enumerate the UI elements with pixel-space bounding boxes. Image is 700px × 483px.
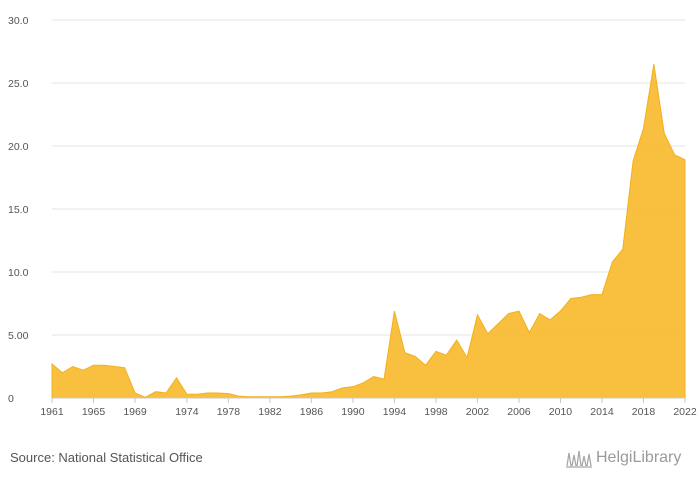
data-point[interactable] [497,322,500,325]
data-point[interactable] [185,393,188,396]
data-point[interactable] [600,293,603,296]
y-tick-label: 25.0 [8,78,29,90]
area-layer [51,63,687,399]
data-point[interactable] [663,132,666,135]
data-point[interactable] [331,390,334,393]
data-point[interactable] [642,127,645,130]
data-point[interactable] [289,395,292,398]
data-point[interactable] [466,356,469,359]
data-point[interactable] [538,312,541,315]
data-point[interactable] [134,391,137,394]
x-tick-label: 1998 [424,406,448,418]
data-point[interactable] [424,364,427,367]
axis-layer: 0 5.00 10.0 15.0 20.0 25.0 30.0 1961 1965 1969 197… [8,15,697,418]
x-tick-label: 2006 [507,406,531,418]
data-point[interactable] [300,393,303,396]
data-point[interactable] [486,332,489,335]
data-point[interactable] [455,339,458,342]
y-tick-label: 5.00 [8,330,29,342]
data-point[interactable] [154,390,157,393]
data-point[interactable] [206,391,209,394]
source-note: Source: National Statistical Office [10,450,203,465]
x-tick-label: 2014 [590,406,614,418]
data-point[interactable] [507,312,510,315]
data-point[interactable] [351,385,354,388]
data-point[interactable] [652,63,655,66]
data-point[interactable] [528,331,531,334]
data-point[interactable] [217,391,220,394]
y-tick-label: 30.0 [8,15,29,27]
data-point[interactable] [196,393,199,396]
series-area [51,64,686,399]
data-point[interactable] [372,375,375,378]
library-icon [566,450,592,468]
data-point[interactable] [434,350,437,353]
x-tick-label: 1982 [258,406,282,418]
x-tick-label: 1974 [175,406,199,418]
data-point[interactable] [320,391,323,394]
x-tick-label: 1978 [217,406,241,418]
data-point[interactable] [362,381,365,384]
y-tick-label: 0 [8,393,14,405]
data-point[interactable] [227,392,230,395]
x-tick-label: 1990 [341,406,365,418]
data-point[interactable] [403,351,406,354]
data-point[interactable] [102,364,105,367]
data-point[interactable] [123,366,126,369]
data-point[interactable] [383,378,386,381]
data-point[interactable] [92,364,95,367]
data-point[interactable] [71,365,74,368]
data-point[interactable] [175,376,178,379]
data-point[interactable] [632,160,635,163]
data-point[interactable] [621,248,624,251]
x-tick-label: 1986 [300,406,324,418]
data-point[interactable] [673,153,676,156]
data-point[interactable] [569,297,572,300]
data-point[interactable] [341,386,344,389]
data-point[interactable] [590,293,593,296]
y-tick-label: 20.0 [8,141,29,153]
data-point[interactable] [445,354,448,357]
logo-text: HelgiLibrary [596,449,682,466]
y-tick-label: 10.0 [8,267,29,279]
x-tick-label: 2018 [632,406,656,418]
grid-layer [52,19,685,336]
x-tick-label: 1994 [383,406,407,418]
data-point[interactable] [237,395,240,398]
x-tick-label: 2022 [673,406,697,418]
y-tick-label: 15.0 [8,204,29,216]
data-point[interactable] [61,371,64,374]
data-point[interactable] [165,391,168,394]
x-tick-label: 1961 [40,406,64,418]
data-point[interactable] [414,355,417,358]
data-point[interactable] [51,362,54,365]
data-point[interactable] [611,260,614,263]
data-point[interactable] [580,296,583,299]
data-point[interactable] [684,158,687,161]
data-point[interactable] [559,310,562,313]
data-point[interactable] [113,365,116,368]
x-tick-label: 1969 [123,406,147,418]
data-point[interactable] [549,318,552,321]
data-point[interactable] [82,369,85,372]
helgilibrary-logo[interactable]: HelgiLibrary [566,448,681,468]
x-tick-label: 1965 [82,406,106,418]
area-chart: 0 5.00 10.0 15.0 20.0 25.0 30.0 1961 1965 1969 197… [8,15,697,418]
data-point[interactable] [393,310,396,313]
data-point[interactable] [476,313,479,316]
x-tick-label: 2002 [466,406,490,418]
x-tick-label: 2010 [549,406,573,418]
data-point[interactable] [310,391,313,394]
data-point[interactable] [517,310,520,313]
